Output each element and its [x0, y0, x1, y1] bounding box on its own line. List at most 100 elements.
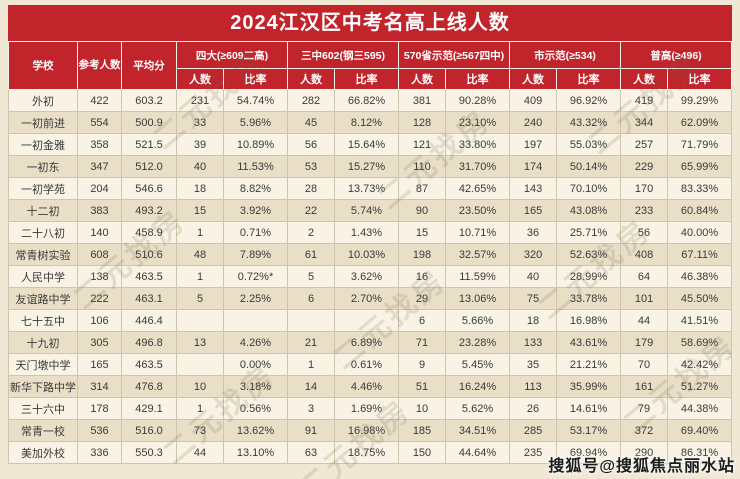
table-cell: 150	[398, 441, 446, 464]
table-row: 七十五中 106 446.4 6 5.66% 18 16.98% 44 41.51%	[8, 309, 733, 332]
table-cell: 43.32%	[556, 111, 622, 134]
results-table: 学校 参考人数 平均分 四大(≥609二高) 三中602(钢三595) 570省…	[8, 41, 733, 464]
table-cell: 28	[287, 177, 335, 200]
table-cell: 45	[287, 111, 335, 134]
header-sub-row: 人数 比率 人数 比率 人数 比率 人数 比率 人数 比率	[9, 68, 733, 90]
table-cell: 16.98%	[556, 309, 622, 332]
table-cell: 18	[509, 309, 558, 332]
col-group-provincial-570: 570省示范(≥567四中)	[397, 41, 511, 69]
table-cell: 546.6	[121, 177, 177, 200]
table-cell: 42.42%	[667, 353, 733, 376]
table-cell: 50.14%	[556, 155, 622, 178]
table-row: 二十八初 140 458.9 1 0.71% 2 1.43% 15 10.71% 36 25.71%…	[8, 221, 733, 244]
table-cell: 463.5	[121, 353, 177, 376]
table-cell: 240	[509, 111, 558, 134]
table-cell: 25.71%	[556, 221, 622, 244]
table-cell: 51	[398, 375, 446, 398]
col-subheader-count: 人数	[398, 68, 446, 90]
table-row: 外初 422 603.2 231 54.74% 282 66.82% 381 90.28% 409…	[8, 89, 733, 112]
table-cell: 516.0	[121, 419, 177, 442]
table-cell: 344	[620, 111, 669, 134]
table-cell: 31.70%	[444, 155, 511, 178]
table-cell: 9	[398, 353, 446, 376]
table-cell: 23.50%	[444, 199, 511, 222]
table-cell: 170	[620, 177, 669, 200]
table-cell: 463.5	[121, 265, 177, 288]
table-cell: 44	[620, 309, 669, 332]
table-cell: 44.38%	[667, 397, 733, 420]
table-cell: 69.40%	[667, 419, 733, 442]
table-cell: 408	[620, 243, 669, 266]
table-cell: 5.66%	[444, 309, 511, 332]
table-cell: 75	[509, 287, 558, 310]
table-cell: 204	[77, 177, 122, 200]
table-cell: 43.61%	[556, 331, 622, 354]
table-cell: 83.33%	[667, 177, 733, 200]
table-cell	[176, 309, 224, 332]
table-cell: 1	[176, 397, 224, 420]
table-cell: 69.94%	[556, 441, 622, 464]
table-row: 新华下路中学 314 476.8 10 3.18% 14 4.46% 51 16.24% 113 3…	[8, 375, 733, 398]
table-cell: 179	[620, 331, 669, 354]
table-row: 人民中学 138 463.5 1 0.72%* 5 3.62% 16 11.59% 40 28.99…	[8, 265, 733, 288]
table-cell: 165	[77, 353, 122, 376]
table-cell: 13.10%	[223, 441, 288, 464]
table-cell: 536	[77, 419, 122, 442]
table-cell: 3.92%	[223, 199, 288, 222]
table-cell: 16	[398, 265, 446, 288]
table-row: 十二初 383 493.2 15 3.92% 22 5.74% 90 23.50% 165 43.0…	[8, 199, 733, 222]
table-row: 十九初 305 496.8 13 4.26% 21 6.89% 71 23.28% 133 43.6…	[8, 331, 733, 354]
table-cell: 4.26%	[223, 331, 288, 354]
table-cell: 133	[509, 331, 558, 354]
col-group-no3-602: 三中602(钢三595)	[287, 41, 399, 69]
table-cell: 372	[620, 419, 669, 442]
table-cell: 54.74%	[223, 89, 288, 112]
col-subheader-rate: 比率	[667, 68, 733, 90]
table-cell: 79	[620, 397, 669, 420]
table-cell: 96.92%	[556, 89, 622, 112]
col-subheader-count: 人数	[287, 68, 335, 90]
table-cell: 282	[287, 89, 335, 112]
table-cell: 0.71%	[223, 221, 288, 244]
table-cell: 71.79%	[667, 133, 733, 156]
table-cell: 8.82%	[223, 177, 288, 200]
table-cell: 13	[176, 331, 224, 354]
table-cell: 36	[509, 221, 558, 244]
table-cell: 1.69%	[334, 397, 399, 420]
table-cell: 0.72%*	[223, 265, 288, 288]
school-name: 美加外校	[8, 441, 78, 464]
school-name: 常青一校	[8, 419, 78, 442]
page-title: 2024江汉区中考名高上线人数	[8, 5, 732, 41]
table-cell: 608	[77, 243, 122, 266]
table-cell: 174	[509, 155, 558, 178]
col-header-average: 平均分	[121, 41, 177, 90]
table-cell: 42.65%	[444, 177, 511, 200]
table-cell: 383	[77, 199, 122, 222]
school-name: 十二初	[8, 199, 78, 222]
table-cell: 257	[620, 133, 669, 156]
table-cell: 18.75%	[334, 441, 399, 464]
table-cell: 493.2	[121, 199, 177, 222]
table-cell: 90.28%	[444, 89, 511, 112]
table-cell: 16.24%	[444, 375, 511, 398]
table-cell: 29	[398, 287, 446, 310]
table-cell: 66.82%	[334, 89, 399, 112]
table-cell: 15.27%	[334, 155, 399, 178]
table-cell: 3	[287, 397, 335, 420]
table-cell	[176, 353, 224, 376]
col-group-top4: 四大(≥609二高)	[176, 41, 288, 69]
table-cell: 33	[176, 111, 224, 134]
table-cell: 185	[398, 419, 446, 442]
table-cell: 305	[77, 331, 122, 354]
col-subheader-count: 人数	[176, 68, 224, 90]
col-header-examinees: 参考人数	[77, 41, 122, 90]
table-cell: 5	[287, 265, 335, 288]
table-cell: 381	[398, 89, 446, 112]
table-cell: 0.56%	[223, 397, 288, 420]
school-name: 人民中学	[8, 265, 78, 288]
table-cell: 13.62%	[223, 419, 288, 442]
table-cell: 39	[176, 133, 224, 156]
table-cell: 22	[287, 199, 335, 222]
table-cell: 500.9	[121, 111, 177, 134]
table-cell: 10.03%	[334, 243, 399, 266]
